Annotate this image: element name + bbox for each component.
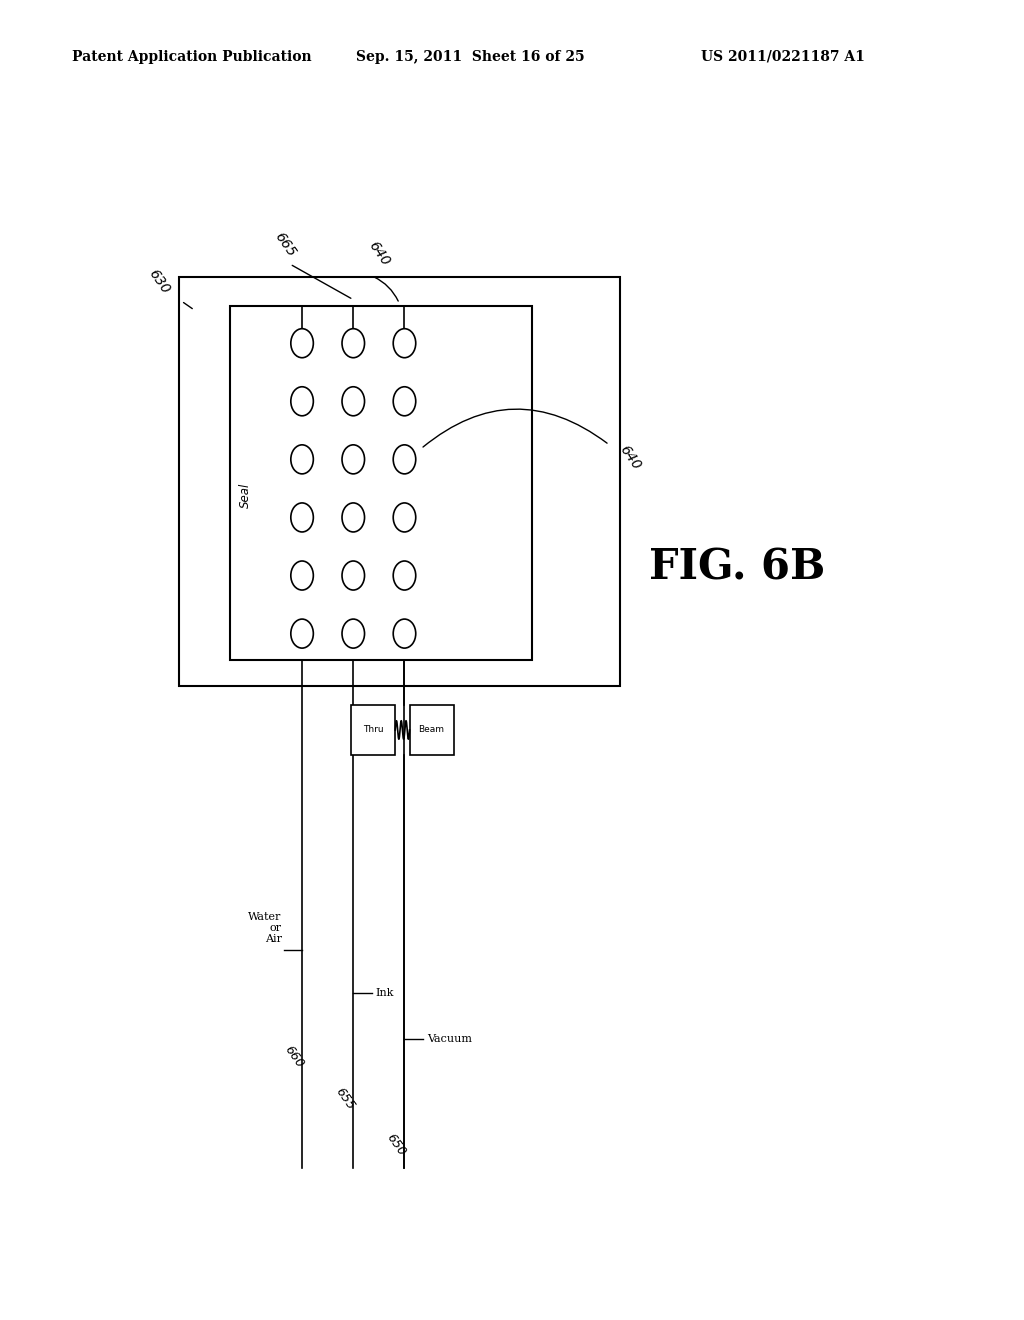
Text: FIG. 6B: FIG. 6B: [649, 546, 825, 589]
Bar: [179, 277, 620, 686]
Circle shape: [291, 561, 313, 590]
Circle shape: [393, 329, 416, 358]
Text: 655: 655: [333, 1085, 357, 1113]
Circle shape: [291, 329, 313, 358]
Text: 640: 640: [616, 444, 643, 473]
Text: 660: 660: [282, 1043, 306, 1071]
Circle shape: [342, 503, 365, 532]
Text: Thru: Thru: [362, 726, 384, 734]
Circle shape: [342, 329, 365, 358]
Circle shape: [393, 503, 416, 532]
Text: Seal: Seal: [239, 482, 252, 508]
Circle shape: [393, 561, 416, 590]
Text: 650: 650: [384, 1131, 409, 1159]
Circle shape: [291, 619, 313, 648]
Bar: [351, 705, 395, 755]
Circle shape: [342, 561, 365, 590]
Circle shape: [291, 503, 313, 532]
Text: 640: 640: [366, 239, 392, 268]
Bar: [410, 705, 454, 755]
Circle shape: [393, 445, 416, 474]
Circle shape: [342, 619, 365, 648]
Bar: [230, 306, 532, 660]
Circle shape: [342, 387, 365, 416]
Text: Patent Application Publication: Patent Application Publication: [72, 50, 311, 63]
Circle shape: [291, 387, 313, 416]
Text: Vacuum: Vacuum: [427, 1034, 472, 1044]
Circle shape: [393, 619, 416, 648]
Circle shape: [393, 387, 416, 416]
Text: 665: 665: [271, 230, 298, 259]
Text: Ink: Ink: [376, 987, 394, 998]
Circle shape: [342, 445, 365, 474]
Text: 630: 630: [145, 267, 172, 296]
Text: Sep. 15, 2011  Sheet 16 of 25: Sep. 15, 2011 Sheet 16 of 25: [356, 50, 585, 63]
Text: US 2011/0221187 A1: US 2011/0221187 A1: [701, 50, 865, 63]
Text: Beam: Beam: [419, 726, 444, 734]
Text: Water
or
Air: Water or Air: [248, 912, 282, 944]
Circle shape: [291, 445, 313, 474]
